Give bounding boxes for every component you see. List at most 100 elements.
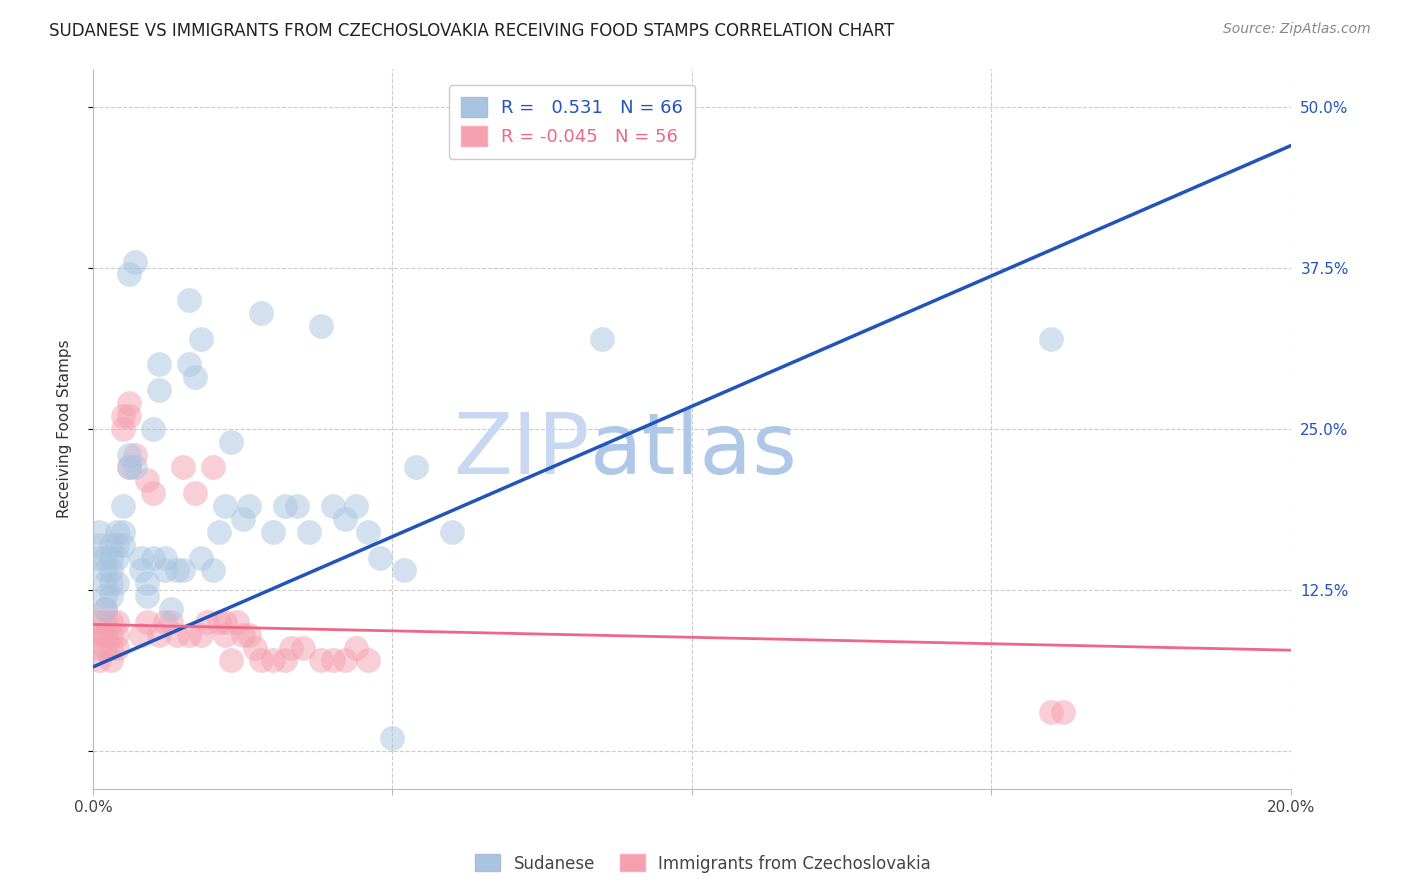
Point (111, 499, 134, 513)
Point (100, 538, 122, 552)
Point (105, 550, 128, 565)
Point (135, 576, 157, 591)
Legend: Sudanese, Immigrants from Czechoslovakia: Sudanese, Immigrants from Czechoslovakia (468, 847, 938, 880)
Point (166, 563, 188, 577)
Point (87, 615, 110, 629)
Point (190, 628, 212, 642)
Point (94, 563, 117, 577)
Point (160, 602, 183, 616)
Point (291, 640, 314, 655)
Point (309, 318, 332, 333)
Point (370, 550, 392, 565)
Point (195, 615, 218, 629)
Point (87, 550, 110, 565)
Point (184, 370, 207, 384)
Point (94, 615, 117, 629)
Point (357, 653, 380, 667)
Point (214, 499, 236, 513)
Point (219, 653, 242, 667)
Point (160, 615, 183, 629)
Point (1052, 705, 1074, 719)
Point (153, 550, 176, 565)
Point (94, 602, 117, 616)
Point (238, 499, 260, 513)
Point (322, 653, 344, 667)
Point (177, 628, 200, 642)
Point (135, 615, 157, 629)
Point (129, 550, 152, 565)
Point (111, 409, 134, 423)
Point (249, 653, 271, 667)
Point (87, 640, 110, 655)
Point (322, 499, 344, 513)
Y-axis label: Receiving Food Stamps: Receiving Food Stamps (58, 340, 72, 518)
Point (100, 615, 122, 629)
Point (124, 254, 146, 268)
Point (118, 396, 141, 410)
Point (148, 358, 170, 372)
Point (94, 640, 117, 655)
Point (105, 640, 128, 655)
Point (177, 358, 200, 372)
Point (129, 628, 152, 642)
Point (208, 524, 231, 539)
Point (87, 653, 110, 667)
Point (346, 499, 368, 513)
Point (190, 332, 212, 346)
Point (177, 293, 200, 307)
Point (405, 460, 427, 475)
Point (238, 628, 260, 642)
Point (357, 524, 380, 539)
Point (94, 628, 117, 642)
Point (591, 332, 613, 346)
Point (148, 383, 170, 397)
Text: SUDANESE VS IMMIGRANTS FROM CZECHOSLOVAKIA RECEIVING FOOD STAMPS CORRELATION CHA: SUDANESE VS IMMIGRANTS FROM CZECHOSLOVAK… (49, 22, 894, 40)
Point (273, 499, 295, 513)
Point (153, 615, 176, 629)
Point (225, 615, 247, 629)
Text: atlas: atlas (591, 409, 799, 492)
Point (172, 563, 194, 577)
Point (172, 460, 194, 475)
Point (381, 731, 404, 745)
Point (94, 628, 117, 642)
Point (111, 524, 134, 539)
Point (111, 422, 134, 436)
Point (262, 524, 284, 539)
Point (184, 486, 207, 500)
Point (118, 448, 141, 462)
Point (232, 628, 254, 642)
Point (333, 653, 356, 667)
Point (87, 628, 110, 642)
Point (135, 589, 157, 603)
Point (333, 512, 356, 526)
Point (285, 499, 308, 513)
Point (100, 628, 122, 642)
Text: ZIP: ZIP (454, 409, 591, 492)
Point (105, 628, 128, 642)
Point (142, 486, 165, 500)
Point (208, 615, 231, 629)
Point (94, 576, 117, 591)
Point (94, 550, 117, 565)
Point (232, 512, 254, 526)
Point (153, 563, 176, 577)
Point (100, 550, 122, 565)
Point (1040, 705, 1063, 719)
Point (94, 602, 117, 616)
Point (190, 550, 212, 565)
Point (100, 589, 122, 603)
Point (280, 640, 302, 655)
Point (394, 563, 416, 577)
Point (135, 473, 157, 487)
Point (87, 538, 110, 552)
Legend: R =   0.531   N = 66, R = -0.045   N = 56: R = 0.531 N = 66, R = -0.045 N = 56 (449, 85, 696, 159)
Point (219, 434, 242, 449)
Point (201, 460, 224, 475)
Point (118, 409, 141, 423)
Point (100, 576, 122, 591)
Point (1040, 332, 1063, 346)
Point (214, 615, 236, 629)
Point (297, 524, 319, 539)
Point (124, 460, 146, 475)
